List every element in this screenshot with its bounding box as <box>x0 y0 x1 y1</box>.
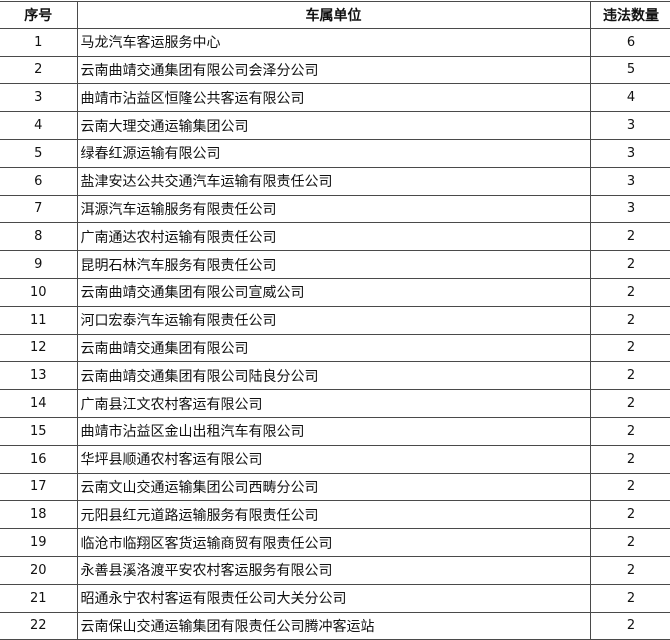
table-row: 3 曲靖市沾益区恒隆公共客运有限公司 4 <box>0 83 670 113</box>
row-unit: 元阳县红元道路运输服务有限责任公司 <box>76 500 591 530</box>
row-index: 15 <box>0 416 78 446</box>
row-unit: 广南通达农村运输有限责任公司 <box>76 222 591 252</box>
row-count: 2 <box>589 389 670 418</box>
row-count: 2 <box>589 416 670 446</box>
row-index: 20 <box>0 555 78 585</box>
row-unit: 洱源汽车运输服务有限责任公司 <box>76 194 591 224</box>
row-index: 10 <box>0 277 78 307</box>
row-count: 3 <box>589 166 670 196</box>
row-count: 3 <box>589 194 670 224</box>
row-unit: 云南曲靖交通集团有限公司宣威公司 <box>76 277 591 307</box>
row-count: 2 <box>589 305 670 335</box>
row-index: 21 <box>0 583 78 613</box>
table-row: 1 马龙汽车客运服务中心 6 <box>0 27 670 57</box>
row-unit: 云南保山交通运输集团有限责任公司腾冲客运站 <box>76 611 591 640</box>
table-row: 4 云南大理交通运输集团公司 3 <box>0 111 670 140</box>
table-row: 15 曲靖市沾益区金山出租汽车有限公司 2 <box>0 416 670 446</box>
row-count: 2 <box>589 583 670 613</box>
row-count: 2 <box>589 277 670 307</box>
table-row: 16 华坪县顺通农村客运有限公司 2 <box>0 444 670 474</box>
row-index: 9 <box>0 250 78 279</box>
row-count: 2 <box>589 611 670 640</box>
row-unit: 河口宏泰汽车运输有限责任公司 <box>76 305 591 335</box>
table-row: 19 临沧市临翔区客货运输商贸有限责任公司 2 <box>0 528 670 557</box>
row-index: 22 <box>0 611 78 640</box>
row-unit: 绿春红源运输有限公司 <box>76 138 591 168</box>
table-row: 6 盐津安达公共交通汽车运输有限责任公司 3 <box>0 166 670 196</box>
row-unit: 曲靖市沾益区金山出租汽车有限公司 <box>76 416 591 446</box>
row-count: 4 <box>589 83 670 113</box>
row-count: 2 <box>589 361 670 391</box>
row-index: 19 <box>0 528 78 557</box>
row-unit: 临沧市临翔区客货运输商贸有限责任公司 <box>76 528 591 557</box>
row-unit: 云南曲靖交通集团有限公司陆良分公司 <box>76 361 591 391</box>
row-count: 2 <box>589 528 670 557</box>
row-count: 2 <box>589 472 670 502</box>
row-index: 2 <box>0 55 78 85</box>
header-row: 序号 车属单位 违法数量 <box>0 1 670 29</box>
row-count: 5 <box>589 55 670 85</box>
table-row: 13 云南曲靖交通集团有限公司陆良分公司 2 <box>0 361 670 391</box>
row-index: 18 <box>0 500 78 530</box>
row-unit: 昭通永宁农村客运有限责任公司大关分公司 <box>76 583 591 613</box>
header-index: 序号 <box>0 1 78 29</box>
row-count: 6 <box>589 27 670 57</box>
row-index: 7 <box>0 194 78 224</box>
row-index: 5 <box>0 138 78 168</box>
row-unit: 永善县溪洛渡平安农村客运服务有限公司 <box>76 555 591 585</box>
table-row: 11 河口宏泰汽车运输有限责任公司 2 <box>0 305 670 335</box>
header-unit: 车属单位 <box>76 1 591 29</box>
row-unit: 曲靖市沾益区恒隆公共客运有限公司 <box>76 83 591 113</box>
table-row: 18 元阳县红元道路运输服务有限责任公司 2 <box>0 500 670 530</box>
header-count: 违法数量 <box>589 1 670 29</box>
row-unit: 云南曲靖交通集团有限公司会泽分公司 <box>76 55 591 85</box>
row-unit: 广南县江文农村客运有限公司 <box>76 389 591 418</box>
row-index: 14 <box>0 389 78 418</box>
row-unit: 昆明石林汽车服务有限责任公司 <box>76 250 591 279</box>
table-row: 20 永善县溪洛渡平安农村客运服务有限公司 2 <box>0 555 670 585</box>
row-count: 2 <box>589 555 670 585</box>
row-count: 2 <box>589 333 670 363</box>
row-unit: 华坪县顺通农村客运有限公司 <box>76 444 591 474</box>
row-unit: 盐津安达公共交通汽车运输有限责任公司 <box>76 166 591 196</box>
table-row: 22 云南保山交通运输集团有限责任公司腾冲客运站 2 <box>0 611 670 640</box>
row-index: 3 <box>0 83 78 113</box>
row-count: 2 <box>589 222 670 252</box>
table-row: 12 云南曲靖交通集团有限公司 2 <box>0 333 670 363</box>
row-index: 13 <box>0 361 78 391</box>
table-row: 17 云南文山交通运输集团公司西畴分公司 2 <box>0 472 670 502</box>
table-row: 5 绿春红源运输有限公司 3 <box>0 138 670 168</box>
table-row: 7 洱源汽车运输服务有限责任公司 3 <box>0 194 670 224</box>
row-index: 16 <box>0 444 78 474</box>
row-unit: 云南曲靖交通集团有限公司 <box>76 333 591 363</box>
row-count: 3 <box>589 111 670 140</box>
table-row: 10 云南曲靖交通集团有限公司宣威公司 2 <box>0 277 670 307</box>
row-unit: 云南文山交通运输集团公司西畴分公司 <box>76 472 591 502</box>
row-index: 1 <box>0 27 78 57</box>
row-index: 8 <box>0 222 78 252</box>
row-index: 11 <box>0 305 78 335</box>
row-unit: 云南大理交通运输集团公司 <box>76 111 591 140</box>
row-index: 12 <box>0 333 78 363</box>
row-count: 2 <box>589 250 670 279</box>
row-count: 2 <box>589 500 670 530</box>
row-count: 3 <box>589 138 670 168</box>
table-row: 14 广南县江文农村客运有限公司 2 <box>0 389 670 418</box>
row-count: 2 <box>589 444 670 474</box>
table-row: 2 云南曲靖交通集团有限公司会泽分公司 5 <box>0 55 670 85</box>
table-row: 9 昆明石林汽车服务有限责任公司 2 <box>0 250 670 279</box>
table-row: 21 昭通永宁农村客运有限责任公司大关分公司 2 <box>0 583 670 613</box>
row-index: 6 <box>0 166 78 196</box>
row-index: 4 <box>0 111 78 140</box>
row-unit: 马龙汽车客运服务中心 <box>76 27 591 57</box>
row-index: 17 <box>0 472 78 502</box>
table-row: 8 广南通达农村运输有限责任公司 2 <box>0 222 670 252</box>
